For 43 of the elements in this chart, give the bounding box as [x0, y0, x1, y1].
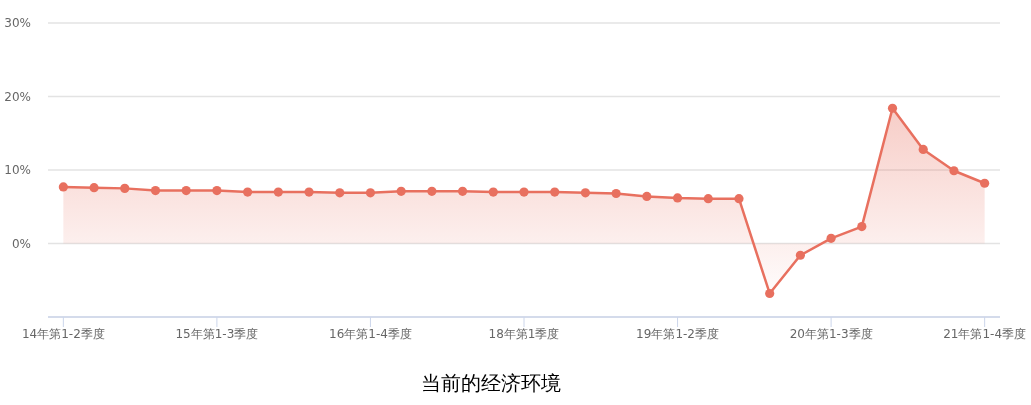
point	[795, 250, 805, 260]
point	[580, 188, 591, 198]
point	[212, 185, 222, 196]
point	[396, 186, 406, 196]
point	[243, 187, 253, 197]
point	[734, 194, 744, 204]
y-tick-label: 10%	[4, 163, 31, 178]
point	[550, 187, 560, 197]
point	[181, 185, 191, 196]
point	[273, 187, 283, 197]
y-tick-label: 30%	[4, 16, 31, 31]
y-tick-label: 0%	[11, 236, 31, 251]
point	[335, 188, 345, 198]
point	[365, 188, 376, 198]
point	[887, 103, 898, 113]
point	[703, 194, 713, 204]
point	[427, 186, 437, 196]
point	[150, 185, 161, 196]
x-tick-label: 21年第1-4季度	[943, 326, 1027, 341]
point	[857, 222, 867, 232]
point	[642, 191, 652, 202]
point	[765, 288, 775, 299]
x-tick-label: 18年第1季度	[488, 326, 560, 341]
text: 当前的经济环境	[419, 371, 562, 396]
point	[304, 187, 314, 197]
x-tick-label: 20年第1-3季度	[789, 326, 873, 341]
point	[611, 188, 621, 199]
point	[519, 187, 529, 197]
point	[120, 183, 130, 193]
x-tick-label: 19年第1-2季度	[636, 326, 719, 341]
point	[980, 178, 990, 188]
x-tick-label: 16年第1-4季度	[329, 326, 412, 341]
x-tick-label: 15年第1-3季度	[175, 326, 259, 341]
point	[918, 144, 928, 155]
point	[89, 183, 99, 193]
x-tick-label: 14年第1-2季度	[21, 326, 105, 341]
point	[488, 187, 498, 197]
point	[949, 166, 959, 176]
point	[457, 186, 468, 196]
y-tick-label: 20%	[4, 89, 31, 104]
point	[826, 233, 836, 243]
point	[58, 182, 68, 192]
point	[672, 193, 683, 203]
